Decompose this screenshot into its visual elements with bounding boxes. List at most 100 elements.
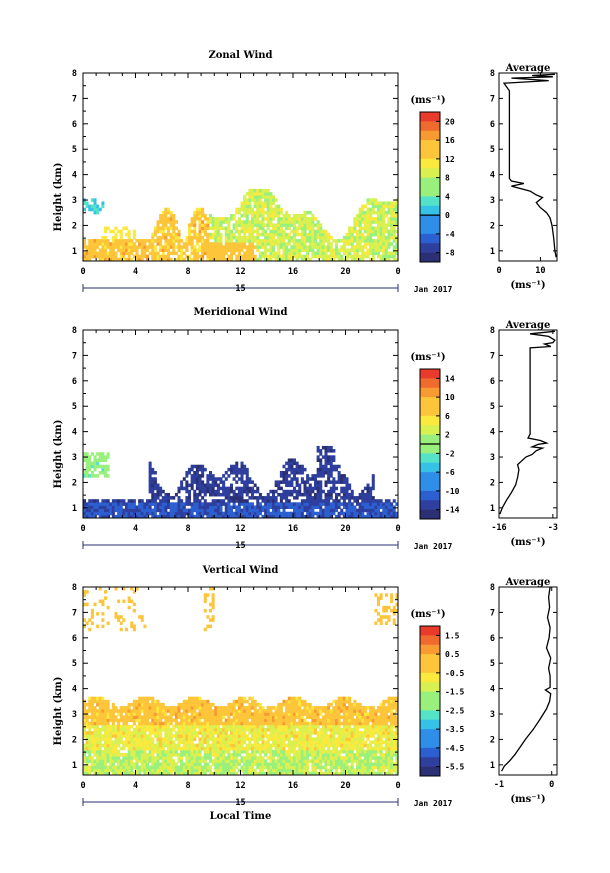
heatmap-cell: [135, 239, 139, 243]
heatmap-cell: [298, 514, 302, 519]
heatmap-cell: [230, 483, 234, 488]
heatmap-cell: [96, 749, 100, 754]
heatmap-cell: [319, 471, 323, 475]
heatmap-cell: [308, 737, 312, 741]
heatmap-cell: [180, 740, 184, 745]
heatmap-cell: [227, 223, 231, 227]
heatmap-cell: [308, 734, 312, 738]
heatmap-cell: [256, 198, 260, 202]
heatmap-cell: [209, 765, 213, 770]
heatmap-cell: [285, 762, 289, 766]
heatmap-cell: [340, 254, 344, 259]
heatmap-cell: [300, 248, 304, 252]
heatmap-cell: [161, 245, 165, 249]
heatmap-cell: [177, 505, 181, 509]
heatmap-cell: [198, 759, 202, 763]
heatmap-cell: [363, 254, 367, 259]
heatmap-cell: [98, 768, 102, 773]
heatmap-cell: [237, 706, 241, 710]
heatmap-cell: [153, 762, 157, 766]
heatmap-cell: [122, 254, 126, 259]
heatmap-cell: [219, 731, 223, 735]
heatmap-cell: [203, 734, 207, 738]
heatmap-cell: [98, 254, 102, 259]
heatmap-cell: [209, 718, 213, 723]
heatmap-cell: [269, 746, 273, 751]
heatmap-cell: [164, 220, 168, 224]
heatmap-cell: [245, 248, 249, 252]
heatmap-cell: [264, 201, 268, 205]
heatmap-cell: [293, 740, 297, 745]
heatmap-cell: [293, 712, 297, 716]
heatmap-cell: [130, 737, 134, 741]
heatmap-cell: [382, 229, 386, 234]
heatmap-cell: [104, 740, 108, 745]
heatmap-cell: [366, 486, 370, 491]
heatmap-cell: [285, 480, 289, 484]
heatmap-cell: [356, 229, 360, 234]
heatmap-cell: [230, 771, 234, 776]
heatmap-cell: [138, 718, 142, 723]
heatmap-cell: [98, 718, 102, 723]
heatmap-cell: [371, 251, 375, 256]
heatmap-cell: [298, 756, 302, 760]
heatmap-cell: [125, 756, 129, 760]
heatmap-cell: [240, 743, 244, 748]
heatmap-cell: [130, 599, 134, 604]
heatmap-cell: [245, 492, 249, 497]
heatmap-cell: [140, 245, 144, 249]
heatmap-cell: [240, 706, 244, 710]
heatmap-cell: [88, 746, 92, 751]
heatmap-cell: [277, 220, 281, 224]
heatmap-cell: [230, 486, 234, 491]
heatmap-cell: [98, 242, 102, 246]
heatmap-cell: [138, 709, 142, 713]
heatmap-cell: [269, 771, 273, 776]
heatmap-cell: [329, 505, 333, 509]
heatmap-cell: [300, 217, 304, 221]
heatmap-cell: [222, 226, 226, 231]
heatmap-cell: [382, 251, 386, 256]
heatmap-cell: [85, 467, 89, 472]
heatmap-cell: [159, 768, 163, 773]
heatmap-cell: [146, 737, 150, 741]
heatmap-cell: [240, 474, 244, 478]
heatmap-cell: [88, 207, 92, 212]
heatmap-cell: [111, 709, 115, 713]
heatmap-cell: [193, 734, 197, 738]
heatmap-cell: [172, 762, 176, 766]
heatmap-cell: [130, 505, 134, 509]
heatmap-cell: [387, 508, 391, 513]
heatmap-cell: [143, 734, 147, 738]
heatmap-cell: [190, 483, 194, 488]
heatmap-cell: [146, 257, 150, 262]
heatmap-cell: [293, 505, 297, 509]
heatmap-cell: [240, 724, 244, 729]
heatmap-cell: [353, 257, 357, 262]
heatmap-cell: [164, 724, 168, 729]
heatmap-cell: [235, 492, 239, 497]
heatmap-cell: [308, 514, 312, 519]
heatmap-cell: [303, 746, 307, 751]
heatmap-cell: [169, 759, 173, 763]
heatmap-cell: [366, 499, 370, 503]
heatmap-cell: [195, 235, 199, 240]
heatmap-cell: [287, 718, 291, 723]
heatmap-cell: [143, 728, 147, 732]
heatmap-cell: [237, 721, 241, 726]
heatmap-cell: [209, 486, 213, 491]
heatmap-cell: [274, 226, 278, 231]
heatmap-cell: [119, 621, 123, 625]
heatmap-cell: [293, 235, 297, 240]
heatmap-cell: [119, 232, 123, 237]
heatmap-cell: [248, 198, 252, 202]
heatmap-cell: [290, 514, 294, 519]
heatmap-cell: [282, 715, 286, 719]
heatmap-cell: [387, 245, 391, 249]
heatmap-cell: [143, 624, 147, 629]
heatmap-cell: [185, 709, 189, 713]
heatmap-cell: [130, 502, 134, 506]
heatmap-cell: [245, 489, 249, 494]
heatmap-cell: [188, 724, 192, 729]
heatmap-cell: [201, 254, 205, 259]
